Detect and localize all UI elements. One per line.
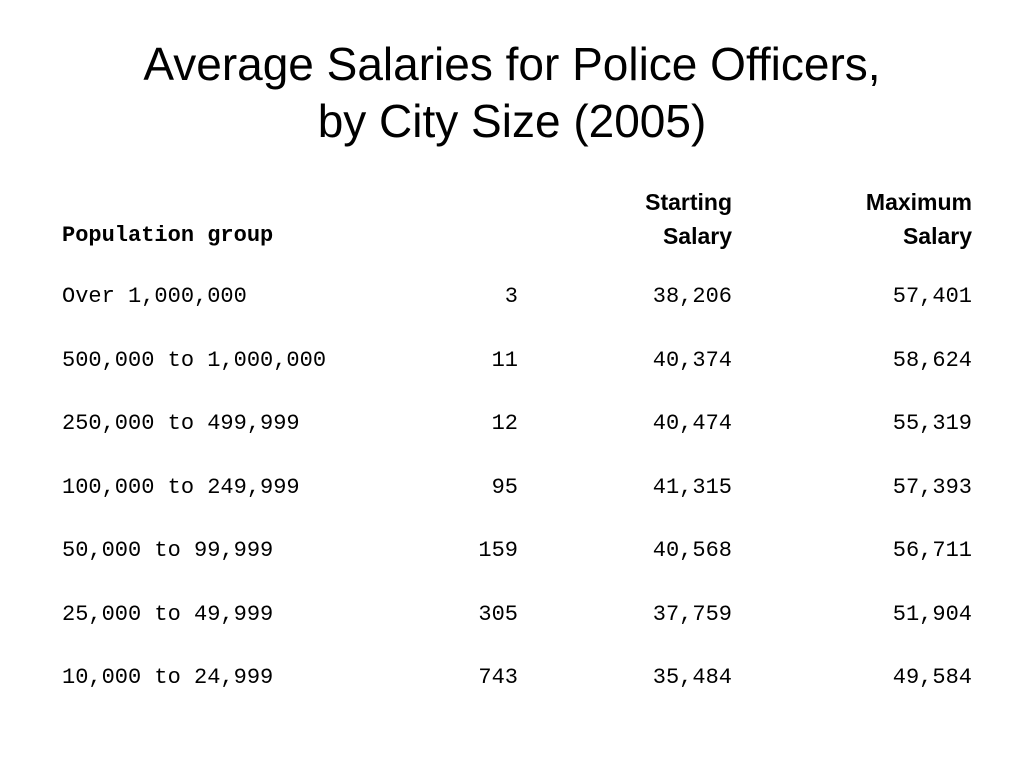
table-row: 10,000 to 24,999 743 35,484 49,584 xyxy=(62,663,972,727)
salary-table: Population group Starting Salary Maximum… xyxy=(62,185,972,690)
cell-maximum-salary: 57,401 xyxy=(892,284,972,309)
cell-population-group: 100,000 to 249,999 xyxy=(62,474,300,500)
cell-count: 743 xyxy=(478,665,518,690)
cell-population-group: 10,000 to 24,999 xyxy=(62,665,274,690)
table-row: 250,000 to 499,999 12 40,474 55,319 xyxy=(62,409,972,473)
header-maximum-salary: Maximum Salary xyxy=(866,185,972,253)
cell-count: 12 xyxy=(491,411,518,436)
cell-population-group: 250,000 to 499,999 xyxy=(62,411,300,436)
cell-starting-salary: 40,568 xyxy=(652,538,732,563)
table-row: 50,000 to 99,999 159 40,568 56,711 xyxy=(62,536,972,600)
cell-maximum-salary: 49,584 xyxy=(892,665,972,690)
cell-starting-salary: 40,374 xyxy=(652,347,732,373)
header-starting-salary-line-1: Starting xyxy=(645,189,732,215)
header-population-group: Population group xyxy=(62,223,274,248)
header-maximum-salary-line-1: Maximum xyxy=(865,189,972,215)
table-row: 25,000 to 49,999 305 37,759 51,904 xyxy=(62,600,972,664)
cell-maximum-salary: 51,904 xyxy=(892,601,972,627)
slide-title-line-2: by City Size (2005) xyxy=(317,95,707,147)
cell-maximum-salary: 55,319 xyxy=(892,411,972,436)
cell-population-group: 25,000 to 49,999 xyxy=(62,601,274,627)
cell-maximum-salary: 56,711 xyxy=(892,538,972,563)
cell-count: 159 xyxy=(478,538,518,563)
cell-maximum-salary: 57,393 xyxy=(892,474,972,500)
cell-count: 3 xyxy=(504,284,518,309)
cell-population-group: Over 1,000,000 xyxy=(62,284,247,309)
cell-starting-salary: 37,759 xyxy=(652,601,732,627)
cell-count: 11 xyxy=(491,347,518,373)
cell-starting-salary: 38,206 xyxy=(652,284,732,309)
cell-count: 305 xyxy=(478,601,518,627)
header-starting-salary-line-2: Salary xyxy=(662,223,732,249)
cell-population-group: 500,000 to 1,000,000 xyxy=(62,347,327,373)
table-row: Over 1,000,000 3 38,206 57,401 xyxy=(62,282,972,346)
cell-count: 95 xyxy=(491,474,518,500)
table-header-row: Population group Starting Salary Maximum… xyxy=(62,185,972,255)
cell-maximum-salary: 58,624 xyxy=(892,347,972,373)
cell-population-group: 50,000 to 99,999 xyxy=(62,538,274,563)
table-row: 100,000 to 249,999 95 41,315 57,393 xyxy=(62,473,972,537)
cell-starting-salary: 40,474 xyxy=(652,411,732,436)
cell-starting-salary: 35,484 xyxy=(652,665,732,690)
header-maximum-salary-line-2: Salary xyxy=(902,223,972,249)
cell-starting-salary: 41,315 xyxy=(652,474,732,500)
table-row: 500,000 to 1,000,000 11 40,374 58,624 xyxy=(62,346,972,410)
table-body: Over 1,000,000 3 38,206 57,401 500,000 t… xyxy=(62,282,972,727)
slide-title-line-1: Average Salaries for Police Officers, xyxy=(143,38,881,90)
header-starting-salary: Starting Salary xyxy=(645,185,732,253)
slide-title: Average Salaries for Police Officers, by… xyxy=(0,36,1024,150)
